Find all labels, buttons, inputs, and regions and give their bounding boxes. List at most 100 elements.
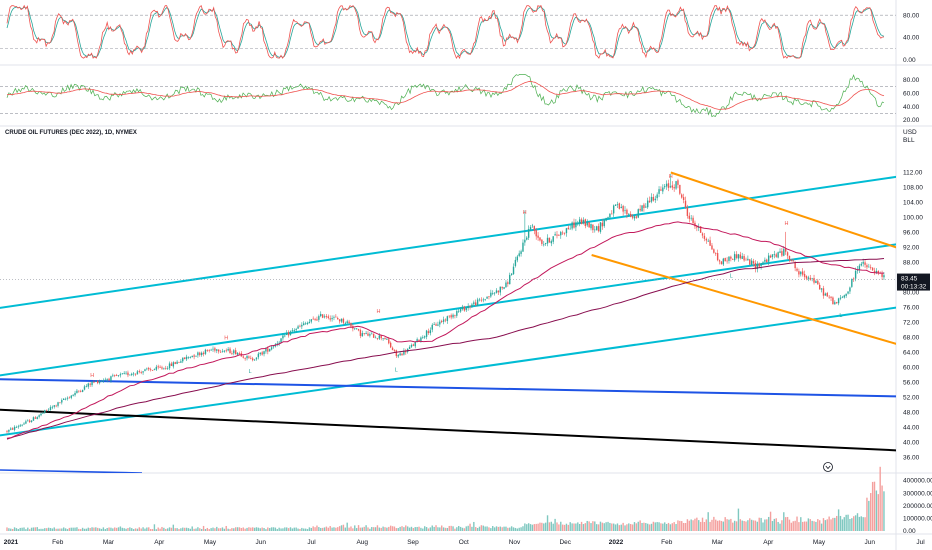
candle-20 (44, 409, 46, 414)
volume-bar-38 (78, 528, 80, 531)
volume-bar-14 (32, 527, 35, 531)
candle-256 (490, 289, 492, 298)
candle-143 (276, 340, 278, 347)
candle-398 (758, 262, 760, 268)
candle-216 (414, 341, 416, 349)
volume-bar-200 (384, 527, 386, 531)
volume-bar-336 (641, 522, 643, 531)
volume-bar-166 (320, 527, 322, 531)
candle-270 (516, 254, 518, 263)
candle-8 (21, 424, 23, 427)
candle-173 (333, 315, 335, 321)
candle-302 (577, 220, 579, 226)
candle-30 (63, 398, 65, 400)
volume-bar-136 (263, 528, 265, 531)
candle-237 (454, 314, 456, 319)
candle-449 (854, 267, 857, 282)
volume-bar-193 (371, 527, 373, 531)
volume-bar-275 (526, 524, 528, 531)
candle-400 (762, 261, 764, 265)
price-tick-label-0: 112.00 (903, 170, 923, 177)
candle-166 (320, 311, 322, 318)
volume-bar-34 (70, 527, 72, 531)
volume-bar-262 (501, 527, 503, 531)
candle-272 (520, 249, 522, 257)
price-tick-label-13: 60.00 (903, 365, 920, 372)
candle-42 (85, 384, 88, 388)
volume-bar-427 (813, 521, 815, 531)
candle-300 (573, 218, 575, 229)
volume-bar-30 (63, 527, 65, 531)
candle-241 (461, 304, 464, 311)
candle-194 (372, 333, 375, 338)
candle-452 (860, 261, 862, 267)
volume-bar-343 (654, 522, 656, 531)
volume-bar-198 (380, 527, 382, 531)
volume-bar-130 (252, 527, 254, 531)
candle-432 (822, 285, 825, 299)
volume-bar-366 (698, 520, 700, 531)
candle-94 (183, 357, 186, 360)
stochastic-panel: 80.00 40.00 0.00 (0, 4, 920, 64)
volume-bar-329 (628, 523, 630, 531)
candle-288 (550, 239, 553, 247)
volume-bar-25 (53, 527, 55, 531)
candle-198 (380, 335, 382, 341)
volume-bar-248 (475, 527, 477, 531)
volume-bar-426 (811, 520, 813, 531)
volume-bar-74 (146, 527, 148, 531)
candle-146 (282, 333, 284, 341)
volume-bar-292 (558, 524, 560, 531)
candle-66 (131, 372, 133, 377)
candle-442 (841, 295, 844, 299)
volume-bar-16 (36, 527, 38, 531)
candle-251 (480, 297, 483, 303)
volume-bar-442 (841, 519, 844, 531)
volume-bar-142 (274, 527, 277, 531)
candle-403 (767, 252, 770, 266)
orange-channel-lower (591, 254, 896, 345)
volume-bar-340 (648, 524, 651, 531)
scroll-to-realtime-icon[interactable] (823, 462, 833, 472)
volume-bar-437 (832, 517, 834, 531)
volume-bar-184 (354, 525, 356, 531)
volume-bar-226 (433, 526, 435, 531)
candle-295 (563, 232, 566, 236)
candle-274 (524, 210, 526, 246)
volume-bar-235 (450, 525, 452, 531)
volume-bar-228 (437, 527, 439, 531)
candle-139 (269, 348, 271, 352)
price-tick-label-3: 100.00 (903, 215, 923, 222)
volume-bar-148 (286, 527, 288, 531)
candle-0 (6, 430, 8, 434)
volume-bar-445 (847, 514, 849, 531)
volume-bar-47 (95, 527, 97, 531)
volume-bar-165 (318, 527, 320, 531)
volume-bar-453 (862, 517, 864, 531)
volume-bar-10 (25, 529, 27, 531)
candle-408 (777, 251, 779, 259)
volume-bar-245 (469, 523, 471, 531)
volume-bar-241 (461, 527, 464, 531)
candle-405 (771, 254, 774, 260)
volume-bar-118 (229, 529, 231, 531)
candle-215 (412, 343, 415, 347)
volume-bar-221 (423, 526, 426, 531)
candle-350 (667, 179, 670, 192)
candle-110 (214, 346, 216, 353)
last-price-tag: 83.45 00:13:32 (897, 273, 930, 291)
volume-bar-72 (142, 527, 144, 531)
candle-104 (202, 351, 205, 357)
volume-bar-423 (805, 521, 808, 531)
volume-bar-73 (144, 528, 146, 531)
candle-382 (728, 256, 730, 264)
candle-231 (442, 316, 445, 325)
candle-93 (182, 357, 184, 364)
volume-bar-411 (783, 512, 785, 531)
volume-bar-451 (858, 516, 861, 531)
volume-bar-203 (389, 525, 392, 531)
pivot-marker-4: L (395, 367, 398, 373)
volume-bar-249 (476, 528, 479, 531)
volume-bar-172 (331, 527, 333, 531)
